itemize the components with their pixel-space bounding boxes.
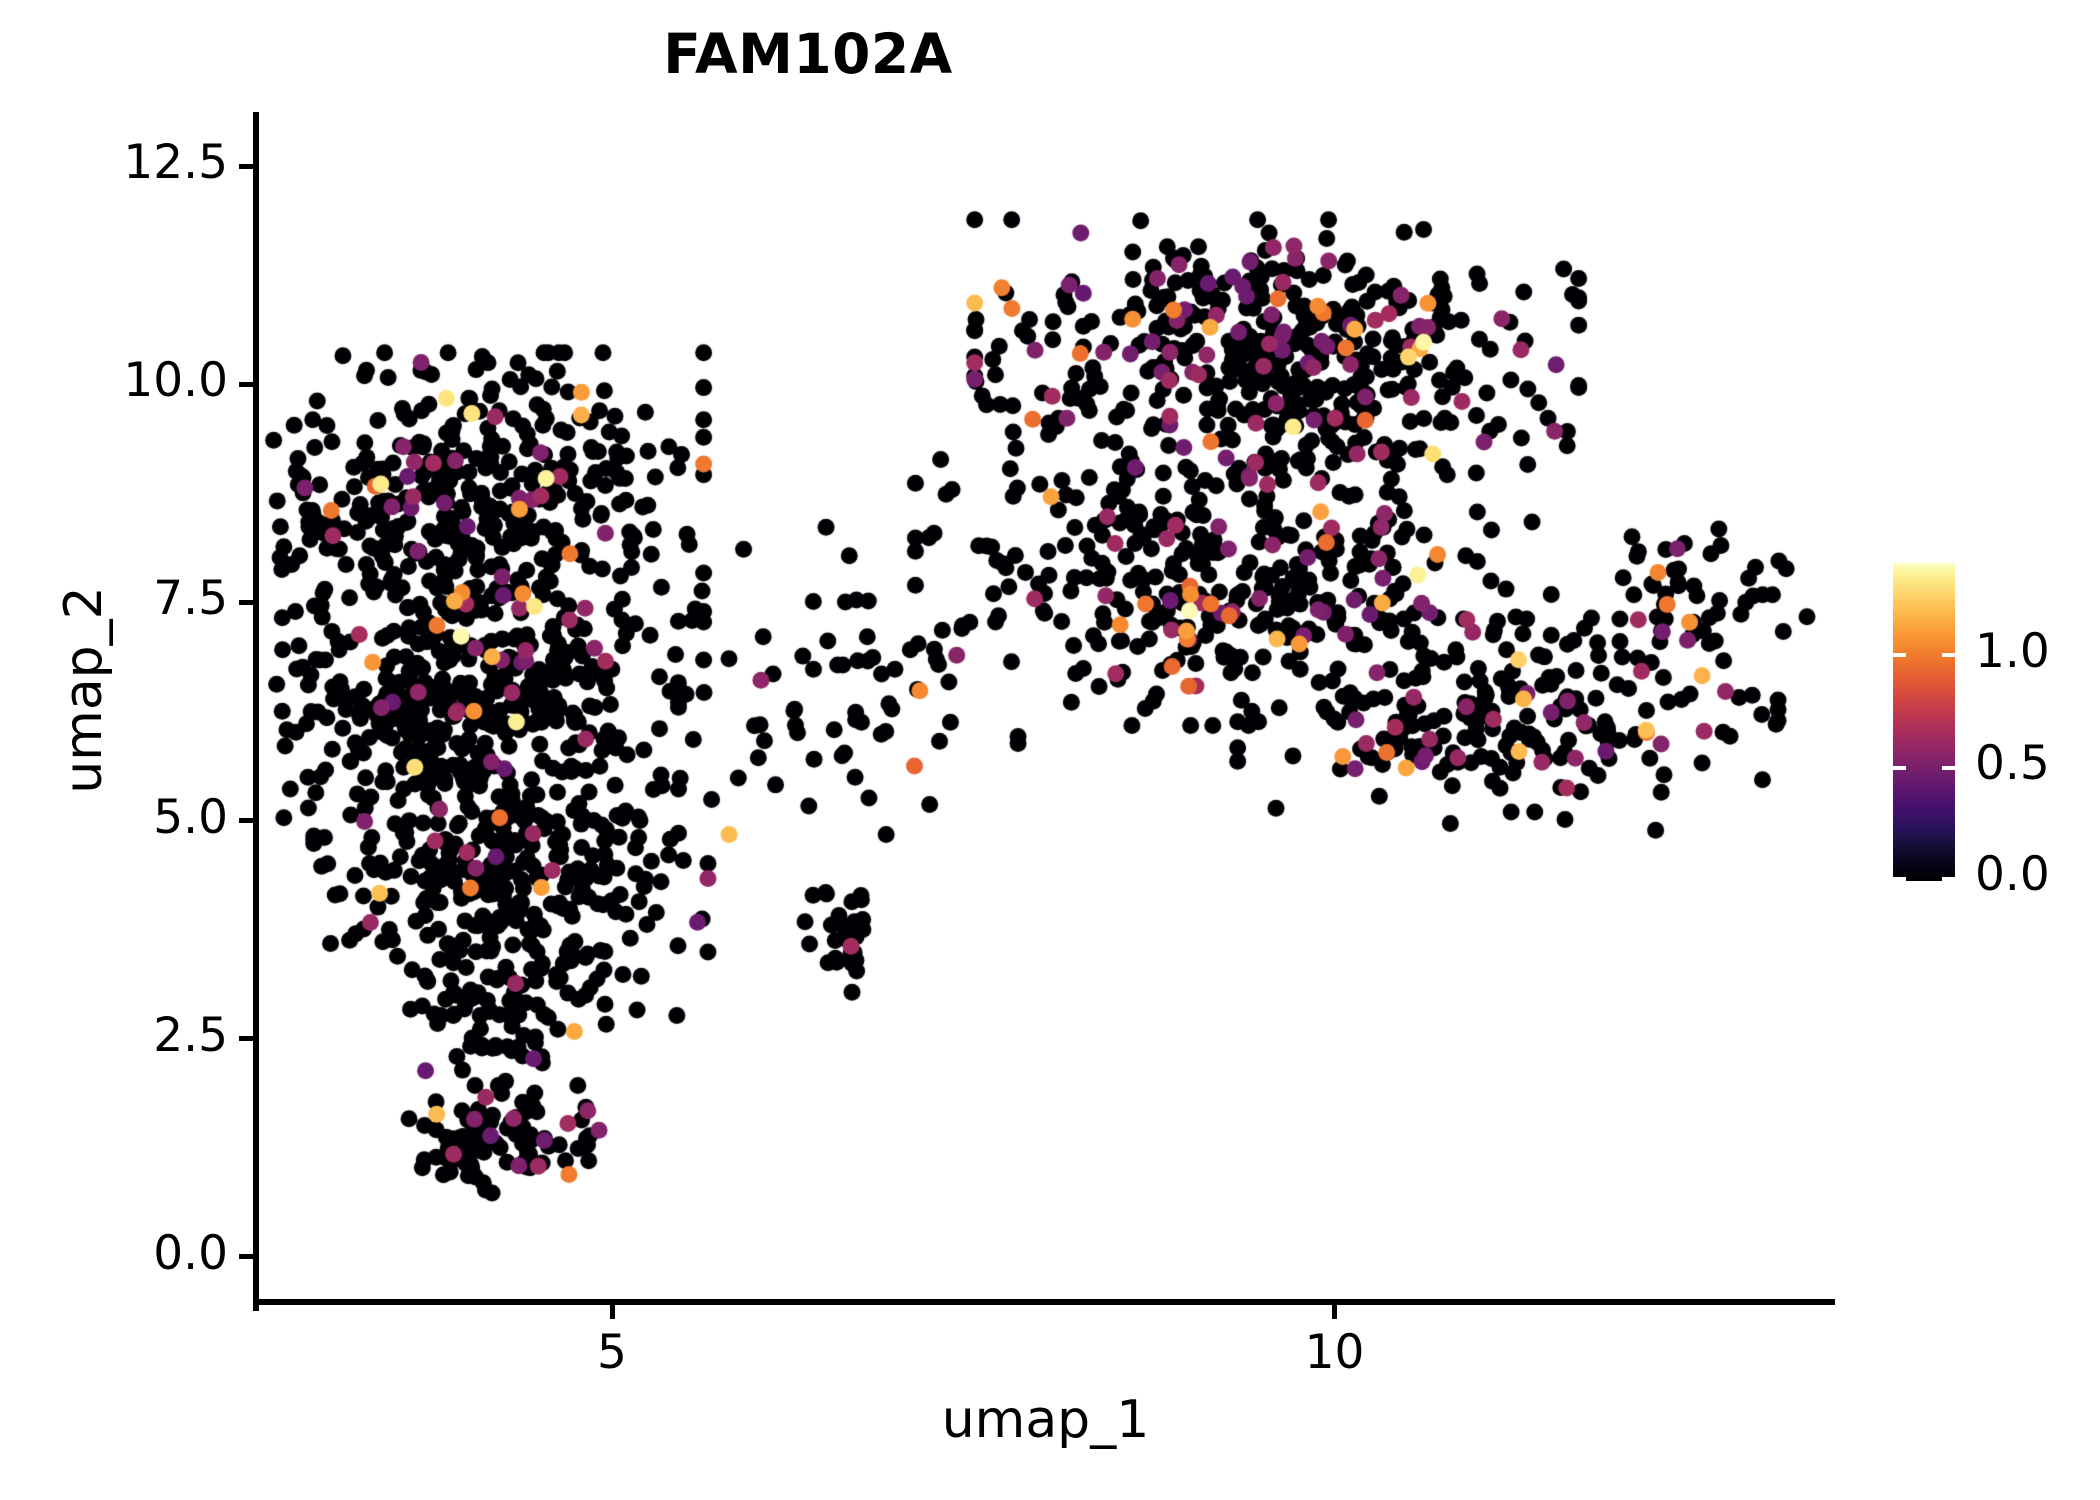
scatter-points-layer	[258, 118, 1833, 1305]
y-tick-label: 5.0	[153, 789, 228, 845]
y-tick-label: 0.0	[153, 1225, 228, 1281]
y-tick-mark	[239, 1254, 253, 1260]
colorbar-tick-0p0-left	[1893, 877, 1906, 881]
colorbar-gradient	[1893, 563, 1955, 881]
colorbar-tick-label: 0.0	[1975, 847, 2050, 902]
y-axis-spine	[253, 112, 259, 1311]
y-tick-mark	[239, 599, 253, 605]
colorbar-tick-0p5-right	[1942, 766, 1955, 770]
x-tick-mark	[609, 1305, 615, 1319]
y-tick-label: 7.5	[153, 571, 228, 627]
page-title: FAM102A	[663, 22, 953, 86]
colorbar-tick-1p0-right	[1942, 653, 1955, 657]
colorbar-tick-1p0-left	[1893, 653, 1906, 657]
colorbar-tick-label: 0.5	[1975, 736, 2050, 791]
y-tick-mark	[239, 381, 253, 387]
y-tick-mark	[239, 1036, 253, 1042]
x-tick-label: 5	[597, 1325, 627, 1380]
y-tick-label: 12.5	[123, 135, 228, 190]
y-tick-mark	[239, 163, 253, 169]
x-axis-label: umap_1	[941, 1390, 1150, 1450]
y-tick-label: 2.5	[153, 1007, 228, 1063]
y-axis-label: umap_2	[54, 586, 114, 794]
x-axis-spine	[253, 1299, 1835, 1305]
x-tick-label: 10	[1304, 1325, 1365, 1380]
colorbar-tick-0p0-right	[1942, 877, 1955, 881]
scatter-plot-axes[interactable]	[258, 118, 1833, 1305]
colorbar[interactable]	[1893, 563, 1955, 881]
y-tick-mark	[239, 818, 253, 824]
colorbar-tick-label: 1.0	[1975, 624, 2050, 679]
y-tick-label: 10.0	[123, 353, 228, 409]
colorbar-tick-0p5-left	[1893, 766, 1906, 770]
x-tick-mark	[1331, 1305, 1337, 1319]
